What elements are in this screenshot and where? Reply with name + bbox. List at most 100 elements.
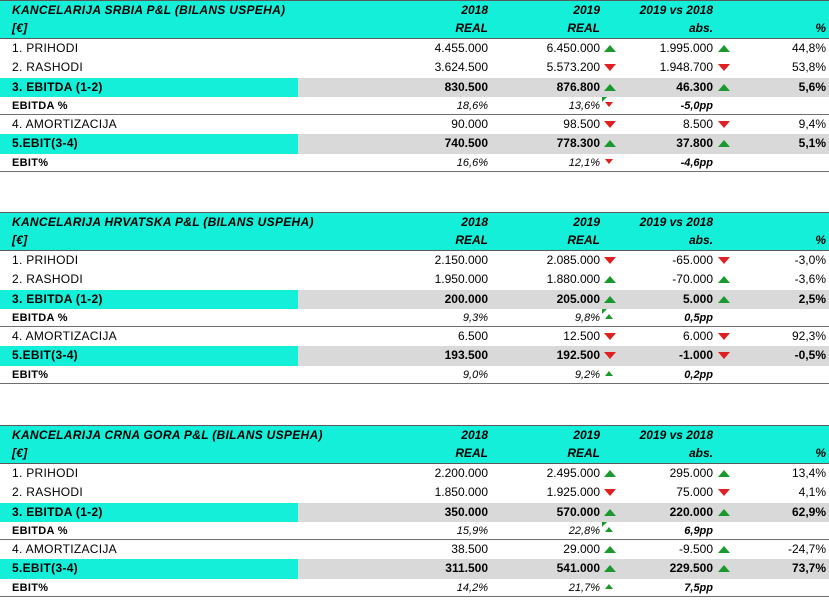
triangle-down-icon [604, 64, 616, 72]
subheader-pct: % [815, 233, 826, 248]
value-2019: 9,8% [574, 311, 600, 324]
trend-abs-icon [716, 78, 730, 97]
triangle-down-icon [604, 489, 616, 497]
section-subheader: [€] REAL REAL abs. % [0, 19, 829, 39]
value-abs: 75.000 [676, 485, 713, 500]
value-2018: 16,6% [456, 156, 488, 169]
triangle-up-icon [718, 83, 730, 91]
row-ebit-pct: EBIT% 9,0% 9,2% 0,2pp [0, 366, 829, 384]
value-2019: 1.925.000 [546, 485, 600, 500]
unit-label: [€] [12, 233, 28, 248]
trend-2019-icon [602, 483, 616, 502]
value-2019: 2.085.000 [546, 252, 600, 267]
section-header: KANCELARIJA SRBIA P&L (BILANS USPEHA) 20… [0, 0, 829, 20]
trend-abs-icon [716, 540, 730, 559]
value-2018: 18,6% [456, 99, 488, 112]
section-title: KANCELARIJA SRBIA P&L (BILANS USPEHA) [12, 3, 286, 17]
trend-abs-icon [716, 134, 730, 153]
value-abs: -4,6pp [680, 156, 713, 169]
subheader-real-2019: REAL [567, 233, 600, 248]
value-2018: 2.150.000 [434, 252, 488, 267]
value-2019: 205.000 [556, 291, 600, 306]
triangle-down-icon [604, 352, 616, 360]
trend-2019-icon [602, 96, 616, 114]
value-2018: 1.950.000 [434, 272, 488, 287]
value-abs: -65.000 [672, 252, 713, 267]
trend-2019-icon [602, 251, 616, 270]
row-ebitda-pct: EBITDA % 18,6% 13,6% -5,0pp [0, 96, 829, 115]
section-hrvatska: KANCELARIJA HRVATSKA P&L (BILANS USPEHA)… [0, 212, 829, 384]
triangle-down-icon [718, 352, 730, 360]
triangle-down-icon [718, 256, 730, 264]
value-pct: -24,7% [787, 541, 826, 556]
row-label: EBIT% [12, 368, 49, 381]
trend-abs-icon [716, 251, 730, 270]
value-2019: 541.000 [556, 561, 600, 576]
row-ebitda: 3. EBITDA (1-2) 830.500 876.800 46.300 5… [0, 77, 829, 97]
triangle-up-icon [718, 545, 730, 553]
header-vs: 2019 vs 2018 [639, 215, 713, 229]
subheader-abs: abs. [688, 446, 713, 461]
trend-2019-icon [602, 503, 616, 522]
triangle-up-icon [605, 370, 613, 376]
value-2018: 9,3% [462, 311, 488, 324]
row-label: 1. PRIHODI [12, 40, 79, 55]
subheader-real-2019: REAL [567, 446, 600, 461]
row-label: EBITDA % [12, 99, 68, 112]
comment-flag-icon [602, 96, 607, 102]
row-label: 3. EBITDA (1-2) [0, 502, 298, 522]
trend-2019-icon [602, 366, 616, 383]
row-label: 4. AMORTIZACIJA [12, 116, 117, 131]
trend-2019-icon [602, 134, 616, 153]
value-2019: 13,6% [568, 99, 600, 112]
triangle-up-icon [718, 508, 730, 516]
value-abs: 5.000 [682, 291, 713, 306]
value-pct: 92,3% [791, 328, 826, 343]
value-pct: 5,6% [798, 79, 826, 94]
value-2019: 12.500 [563, 328, 600, 343]
header-2018: 2018 [461, 3, 488, 17]
section-crna-gora: KANCELARIJA CRNA GORA P&L (BILANS USPEHA… [0, 425, 829, 597]
triangle-up-icon [718, 565, 730, 573]
triangle-up-icon [718, 140, 730, 148]
trend-abs-icon [716, 270, 730, 289]
value-pct: -0,5% [794, 348, 826, 363]
row-label: 4. AMORTIZACIJA [12, 541, 117, 556]
row-ebitda: 3. EBITDA (1-2) 200.000 205.000 5.000 2,… [0, 289, 829, 309]
value-abs: 6,9pp [684, 524, 713, 537]
subheader-abs: abs. [688, 21, 713, 36]
section-header: KANCELARIJA CRNA GORA P&L (BILANS USPEHA… [0, 425, 829, 445]
subheader-pct: % [815, 446, 826, 461]
trend-abs-icon [716, 559, 730, 578]
trend-2019-icon [602, 78, 616, 97]
triangle-up-icon [604, 140, 616, 148]
header-2019: 2019 [573, 428, 600, 442]
row-rashodi: 2. RASHODI 1.950.000 1.880.000 -70.000 -… [0, 270, 829, 289]
header-2018: 2018 [461, 215, 488, 229]
value-2019: 876.800 [556, 79, 600, 94]
section-srbija: KANCELARIJA SRBIA P&L (BILANS USPEHA) 20… [0, 0, 829, 172]
value-pct: 73,7% [791, 561, 826, 576]
triangle-down-icon [605, 158, 613, 164]
value-2019: 22,8% [568, 524, 600, 537]
trend-2019-icon [602, 39, 616, 58]
value-abs: -70.000 [672, 272, 713, 287]
trend-2019-icon [602, 270, 616, 289]
value-2018: 200.000 [444, 291, 488, 306]
value-2018: 15,9% [456, 524, 488, 537]
trend-abs-icon [716, 483, 730, 502]
row-label: 1. PRIHODI [12, 252, 79, 267]
trend-2019-icon [602, 115, 616, 134]
unit-label: [€] [12, 446, 28, 461]
value-2019: 2.495.000 [546, 465, 600, 480]
value-2019: 21,7% [568, 581, 600, 594]
row-label: 2. RASHODI [12, 272, 84, 287]
value-2018: 3.624.500 [434, 60, 488, 75]
subheader-real-2018: REAL [455, 21, 488, 36]
row-label: 2. RASHODI [12, 60, 84, 75]
trend-2019-icon [602, 464, 616, 483]
trend-2019-icon [602, 290, 616, 309]
value-abs: -9.500 [678, 541, 713, 556]
row-label: EBIT% [12, 581, 49, 594]
row-amortizacija: 4. AMORTIZACIJA 38.500 29.000 -9.500 -24… [0, 540, 829, 559]
